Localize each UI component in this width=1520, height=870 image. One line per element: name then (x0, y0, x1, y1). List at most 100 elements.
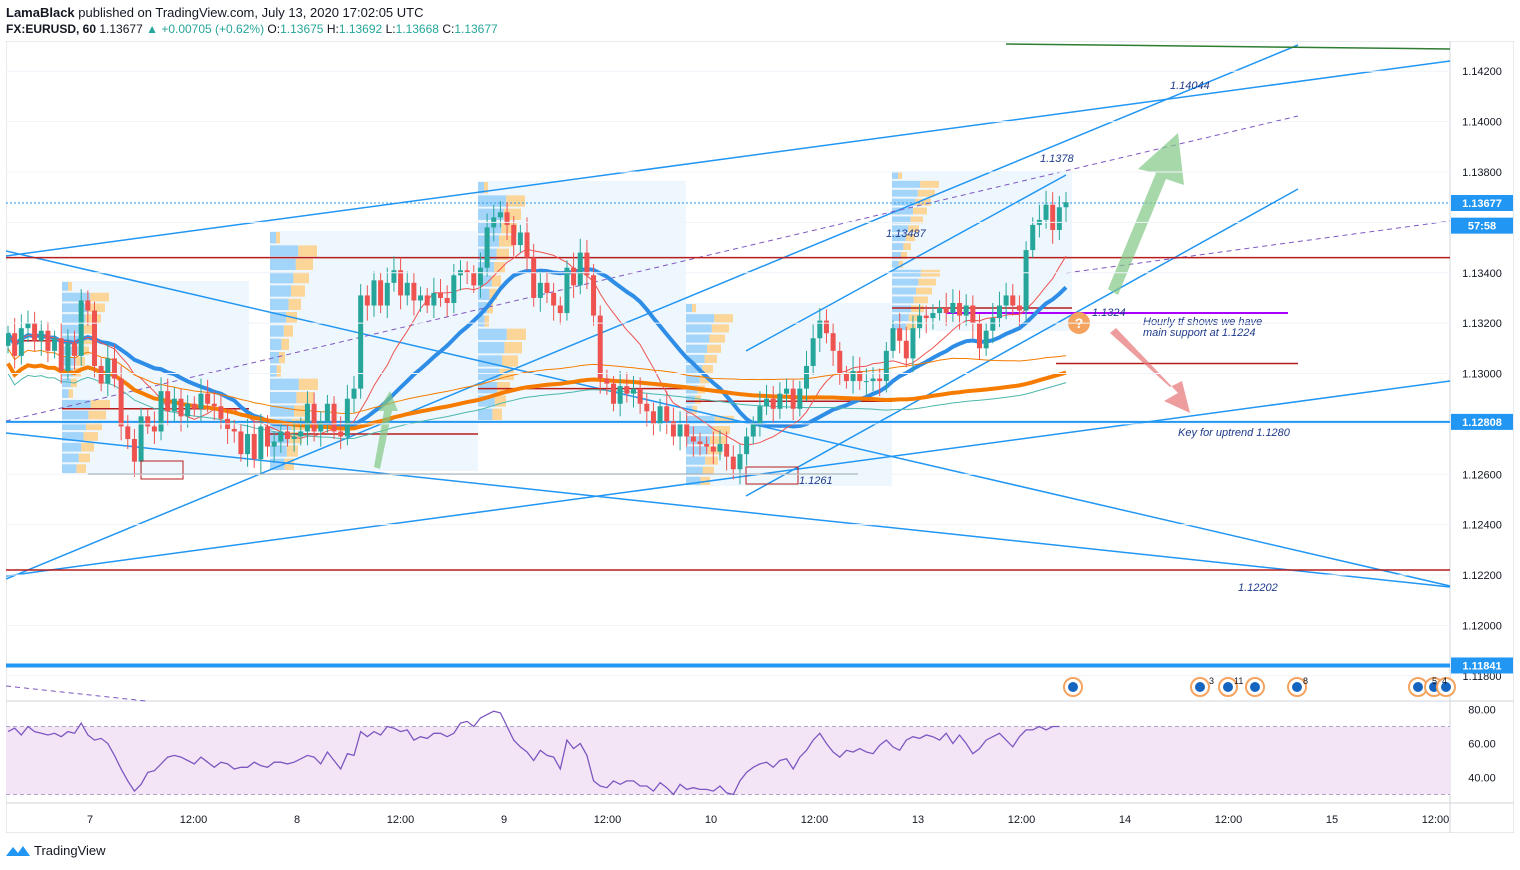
annotation-label: 1.14044 (1170, 80, 1210, 92)
candle-body (411, 282, 417, 301)
candle-body (231, 428, 237, 432)
candle-body (784, 388, 790, 394)
candle-body (957, 302, 963, 316)
candle-body (258, 426, 264, 460)
rsi-line (7, 710, 1060, 796)
candle-body (1050, 204, 1056, 230)
author-name[interactable]: LamaBlack (6, 5, 75, 20)
us-flag-icon (1441, 682, 1451, 692)
candle-body (830, 333, 836, 351)
candle-body (105, 358, 111, 384)
x-tick-label: 12:00 (1422, 814, 1450, 826)
candle-body (923, 315, 929, 319)
x-tick-label: 12:00 (1008, 814, 1036, 826)
volume-profile-bar (892, 260, 899, 268)
volume-profile-bar (714, 314, 733, 323)
candle-body (617, 386, 623, 404)
volume-profile-bar (478, 408, 493, 420)
candle-body (438, 292, 444, 298)
annotation-label: Hourly tf shows we have (1143, 316, 1262, 328)
x-tick-label: 12:00 (180, 814, 208, 826)
low-label: L: (385, 22, 396, 36)
volume-profile-bar (898, 172, 902, 179)
candle-body (584, 252, 590, 276)
candle-body (1063, 202, 1069, 208)
volume-profile-bar (910, 216, 923, 224)
volume-profile-bar (270, 378, 299, 390)
volume-profile-bar (892, 207, 913, 215)
candle-body (551, 292, 557, 306)
candle-body (690, 436, 696, 442)
candle-body (85, 300, 91, 311)
moving-average-teal (7, 373, 1067, 440)
volume-profile-bar (270, 365, 277, 377)
volume-profile-bar (497, 382, 510, 394)
y-tick-label: 1.12000 (1462, 620, 1502, 632)
volume-profile-bar (296, 392, 314, 404)
volume-profile-bar (695, 395, 701, 404)
volume-profile-bar (491, 275, 501, 287)
y-tick-label: 1.13400 (1462, 268, 1502, 280)
volume-profile-bar (892, 198, 916, 206)
tradingview-footer[interactable]: TradingView (6, 843, 106, 858)
candle-body (757, 406, 763, 424)
candle-body (118, 378, 124, 427)
us-flag-icon (1068, 682, 1078, 692)
volume-profile-bar (686, 334, 710, 343)
volume-profile-bar (62, 410, 89, 420)
us-flag-icon (1250, 682, 1260, 692)
candle-body (557, 305, 563, 314)
price-tag-label: 1.13677 (1462, 198, 1502, 210)
symbol-label[interactable]: FX:EURUSD, 60 (6, 22, 97, 36)
volume-profile-bar (293, 272, 309, 284)
candle-body (245, 433, 251, 455)
price-tag (1451, 657, 1513, 674)
candle-body (950, 302, 956, 314)
candle-body (477, 267, 483, 286)
bearish-arrow (1110, 328, 1190, 413)
volume-profile-bar (270, 312, 287, 324)
candle-body (238, 431, 244, 455)
moving-average-orange-thin (7, 348, 1067, 414)
candle-body (205, 393, 211, 404)
low-value: 1.13668 (395, 22, 439, 36)
volume-profile-bar (83, 324, 97, 334)
volume-profile-bar (499, 235, 513, 247)
x-tick-label: 12:00 (387, 814, 415, 826)
volume-profile-bar (270, 405, 294, 417)
volume-profile-bar (288, 298, 301, 310)
candle-body (1010, 295, 1016, 306)
volume-profile-bar (892, 287, 916, 295)
candle-body (777, 393, 783, 409)
volume-profile-bar (86, 421, 102, 431)
candle-body (917, 315, 923, 329)
volume-profile-bar (892, 234, 906, 242)
volume-profile-bar (487, 302, 493, 314)
volume-profile-bar (692, 304, 696, 313)
annotation-label: 1.1378 (1040, 153, 1075, 165)
candle-body (418, 295, 424, 301)
x-tick-label: 12:00 (594, 814, 622, 826)
candle-body (344, 398, 350, 437)
volume-profile-bar (892, 278, 919, 286)
volume-profile-bar (478, 195, 507, 207)
highlight-box (745, 466, 799, 485)
volume-profile-bar (478, 328, 507, 340)
candle-body (910, 328, 916, 359)
volume-profile-bar (76, 464, 86, 473)
volume-profile-bar (270, 245, 299, 257)
volume-profile-bar (279, 352, 285, 364)
candle-body (138, 416, 144, 462)
candle-body (890, 328, 896, 351)
volume-profile-bar (298, 378, 318, 390)
candle-body (937, 308, 943, 314)
volume-profile-bar (496, 248, 509, 260)
price-tag (1451, 194, 1513, 211)
support-trend-line (6, 380, 1451, 577)
volume-profile-bar (502, 355, 518, 367)
price-tag-label: 57:58 (1468, 221, 1496, 233)
candle-body (92, 310, 98, 366)
annotation-label: 1.13487 (886, 228, 927, 240)
volume-profile-bar (286, 445, 298, 457)
